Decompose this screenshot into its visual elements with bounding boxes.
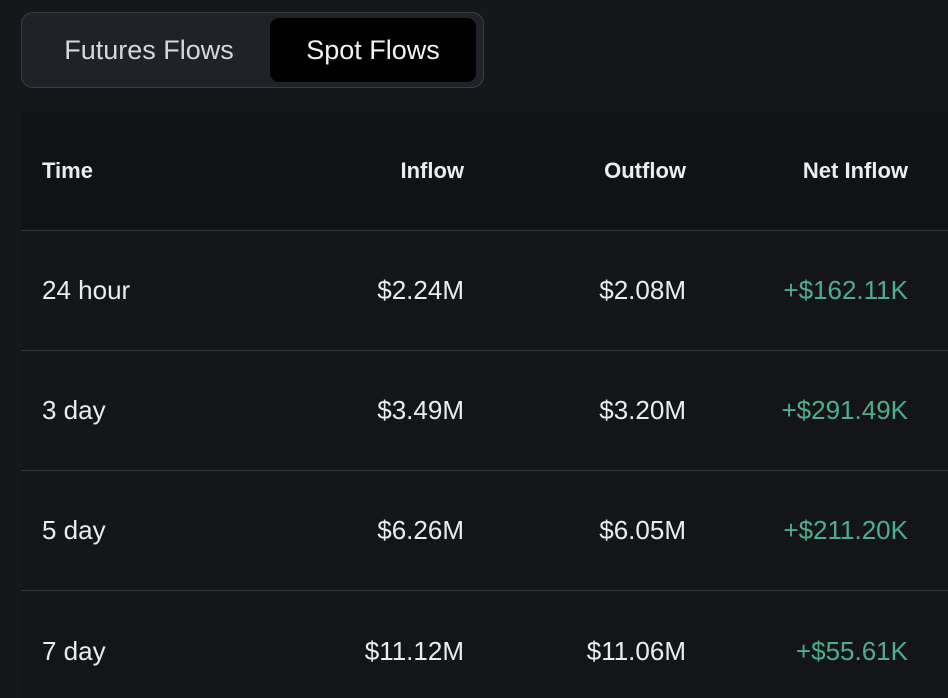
table-row: 5 day $6.26M $6.05M +$211.20K [21,471,948,591]
net-inflow-cell: +$211.20K [783,515,908,545]
net-inflow-cell: +$291.49K [781,395,908,425]
inflow-cell: $3.49M [377,395,464,425]
outflow-cell: $3.20M [599,395,686,425]
inflow-cell: $6.26M [377,515,464,545]
table-header-row: Time Inflow Outflow Net Inflow [21,112,948,231]
time-cell: 3 day [42,395,106,425]
column-header-time: Time [42,158,93,183]
table-row: 24 hour $2.24M $2.08M +$162.11K [21,231,948,351]
time-cell: 24 hour [42,275,131,305]
inflow-cell: $11.12M [364,635,464,666]
time-cell: 7 day [42,635,106,666]
tab-futures-flows[interactable]: Futures Flows [64,34,234,65]
time-cell: 5 day [42,515,106,545]
outflow-cell: $11.06M [586,635,686,666]
outflow-cell: $2.08M [599,275,686,305]
column-header-net-inflow: Net Inflow [802,158,908,183]
flow-type-tabs: Futures Flows Spot Flows [21,12,484,88]
column-header-outflow: Outflow [604,158,686,183]
tab-spot-flows[interactable]: Spot Flows [270,18,476,82]
table-row: 7 day $11.12M $11.06M +$55.61K [21,591,948,698]
net-inflow-cell: +$55.61K [795,635,908,666]
inflow-cell: $2.24M [377,275,464,305]
column-header-inflow: Inflow [400,158,464,183]
net-inflow-cell: +$162.11K [783,275,908,305]
outflow-cell: $6.05M [599,515,686,545]
table-row: 3 day $3.49M $3.20M +$291.49K [21,351,948,471]
flows-table: Time Inflow Outflow Net Inflow 24 hour $… [21,112,948,698]
